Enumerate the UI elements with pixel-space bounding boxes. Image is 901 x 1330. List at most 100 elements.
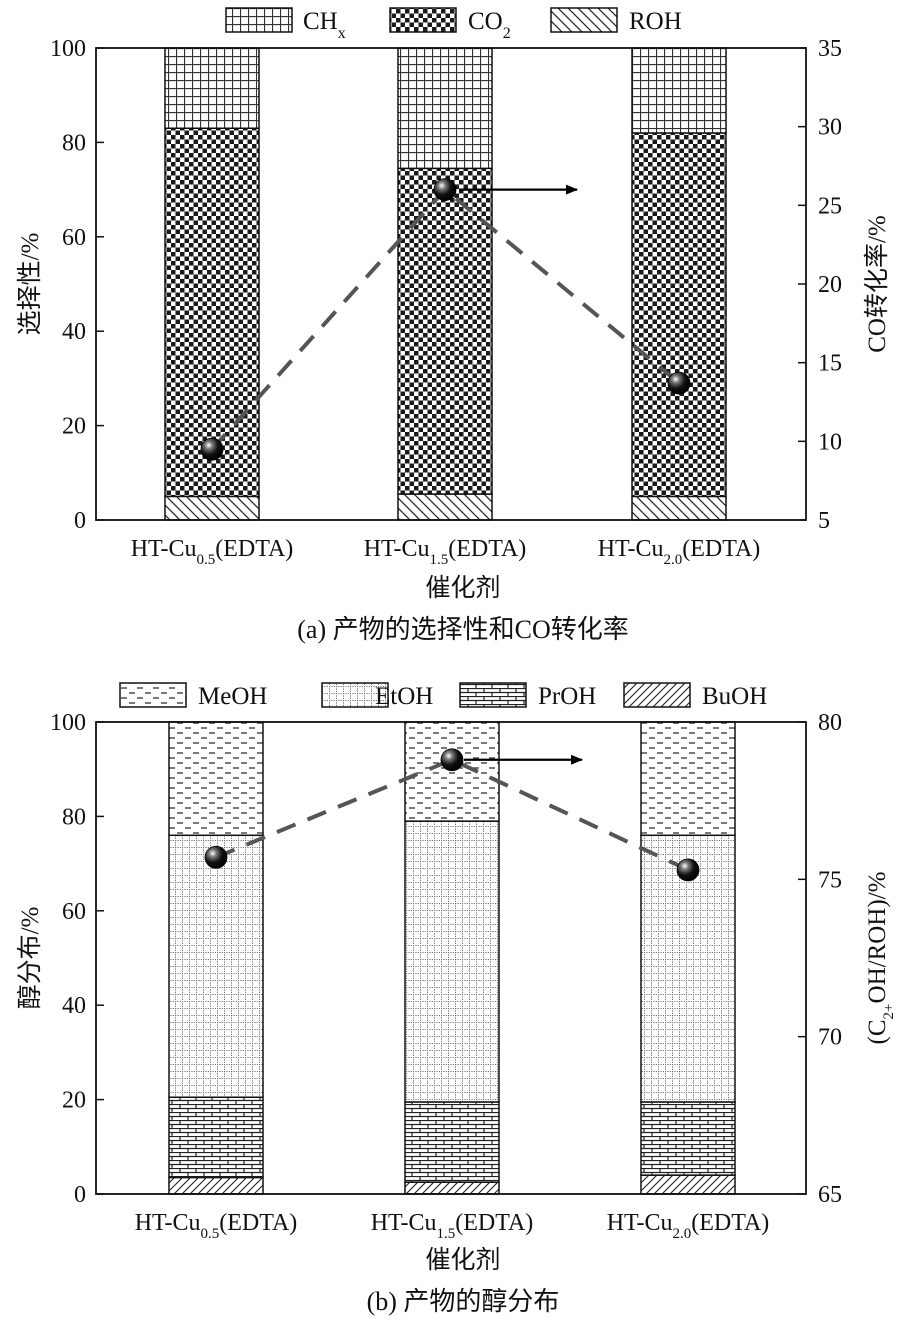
legend-label-sub: x bbox=[338, 25, 346, 42]
legend-swatch bbox=[550, 7, 618, 33]
line-point-1 bbox=[440, 748, 464, 772]
category-label-base: HT-Cu bbox=[607, 1210, 673, 1236]
legend-label: PrOH bbox=[538, 683, 596, 710]
category-label-base: HT-Cu bbox=[131, 536, 197, 562]
left-tick-label: 20 bbox=[62, 414, 86, 440]
legend-label-base: BuOH bbox=[702, 683, 767, 710]
legend-swatch bbox=[623, 682, 691, 708]
legend-label-base: ROH bbox=[629, 8, 682, 35]
line-point-0 bbox=[200, 437, 224, 461]
category-label-suffix: (EDTA) bbox=[682, 536, 760, 562]
right-tick-label: 25 bbox=[818, 193, 842, 219]
category-label-sub: 0.5 bbox=[201, 1226, 220, 1242]
legend-label-base: PrOH bbox=[538, 683, 596, 710]
left-tick-label: 0 bbox=[74, 508, 86, 534]
bar-etoh-1 bbox=[404, 820, 500, 1103]
x-axis-title: 催化剂 bbox=[425, 1246, 500, 1274]
line-point-2 bbox=[676, 858, 700, 882]
legend-label-sub: 2 bbox=[503, 25, 511, 42]
x-axis-title: 催化剂 bbox=[425, 574, 500, 602]
left-tick-label: 80 bbox=[62, 130, 86, 156]
category-label-suffix: (EDTA) bbox=[219, 1210, 297, 1236]
y-axis-title: 醇分布/% bbox=[16, 907, 44, 1010]
figure-caption: (a) 产物的选择性和CO转化率 bbox=[297, 615, 628, 644]
category-label-sub: 1.5 bbox=[430, 552, 449, 568]
category-label-base: HT-Cu bbox=[371, 1210, 437, 1236]
bar-co2-1 bbox=[397, 167, 493, 495]
legend-label-base: MeOH bbox=[198, 683, 267, 710]
bar-meoh-2 bbox=[640, 721, 736, 837]
legend-swatch bbox=[119, 682, 187, 708]
left-tick-label: 40 bbox=[62, 319, 86, 345]
right-tick-label: 20 bbox=[818, 272, 842, 298]
y2-axis-title: CO转化率/% bbox=[863, 215, 891, 353]
bar-co2-0 bbox=[164, 127, 260, 498]
legend-swatch bbox=[389, 7, 457, 33]
category-label-sub: 1.5 bbox=[437, 1226, 456, 1242]
category-label-base: HT-Cu bbox=[598, 536, 664, 562]
category-label: HT-Cu2.0(EDTA) bbox=[607, 1210, 770, 1242]
left-tick-label: 0 bbox=[74, 1182, 86, 1208]
bar-chx-1 bbox=[397, 47, 493, 170]
legend-label: CO2 bbox=[468, 8, 511, 42]
legend-label: EtOH bbox=[375, 683, 433, 710]
category-label-sub: 2.0 bbox=[664, 552, 683, 568]
legend-label-base: CO bbox=[468, 8, 503, 35]
legend-label-base: CH bbox=[303, 8, 338, 35]
figure-caption: (b) 产物的醇分布 bbox=[367, 1287, 560, 1316]
category-label-sub: 0.5 bbox=[197, 552, 216, 568]
legend-label: BuOH bbox=[702, 683, 767, 710]
left-tick-label: 80 bbox=[62, 804, 86, 830]
bar-meoh-0 bbox=[168, 721, 264, 837]
right-tick-label: 15 bbox=[818, 351, 842, 377]
plot-frame bbox=[95, 721, 807, 1195]
right-tick-label: 75 bbox=[818, 867, 842, 893]
bar-proh-1 bbox=[404, 1101, 500, 1183]
bar-buoh-1 bbox=[404, 1181, 500, 1195]
bar-buoh-2 bbox=[640, 1174, 736, 1195]
category-label: HT-Cu1.5(EDTA) bbox=[364, 536, 527, 568]
line-point-0 bbox=[204, 845, 228, 869]
category-label-suffix: (EDTA) bbox=[691, 1210, 769, 1236]
category-label-base: HT-Cu bbox=[135, 1210, 201, 1236]
bar-buoh-0 bbox=[168, 1176, 264, 1195]
legend-label-base: EtOH bbox=[375, 683, 433, 710]
category-label: HT-Cu0.5(EDTA) bbox=[131, 536, 294, 568]
category-label-suffix: (EDTA) bbox=[455, 1210, 533, 1236]
bar-roh-2 bbox=[631, 495, 727, 521]
legend-label: ROH bbox=[629, 8, 682, 35]
y-axis-title: 选择性/% bbox=[16, 233, 44, 336]
category-label: HT-Cu1.5(EDTA) bbox=[371, 1210, 534, 1242]
y2-axis-title-sub: 2+ bbox=[881, 1003, 897, 1019]
bar-chx-0 bbox=[164, 47, 260, 129]
bar-proh-0 bbox=[168, 1096, 264, 1179]
category-label-base: HT-Cu bbox=[364, 536, 430, 562]
category-label-sub: 2.0 bbox=[673, 1226, 692, 1242]
category-label: HT-Cu0.5(EDTA) bbox=[135, 1210, 298, 1242]
right-tick-label: 10 bbox=[818, 429, 842, 455]
right-tick-label: 70 bbox=[818, 1025, 842, 1051]
category-label-suffix: (EDTA) bbox=[448, 536, 526, 562]
left-tick-label: 100 bbox=[50, 36, 86, 62]
bar-roh-0 bbox=[164, 495, 260, 521]
category-label-suffix: (EDTA) bbox=[215, 536, 293, 562]
legend-swatch bbox=[321, 682, 389, 708]
right-tick-label: 65 bbox=[818, 1182, 842, 1208]
left-tick-label: 100 bbox=[50, 710, 86, 736]
right-tick-label: 80 bbox=[818, 710, 842, 736]
bar-chx-2 bbox=[631, 47, 727, 134]
line-c2-ratio bbox=[215, 757, 689, 872]
legend-label: MeOH bbox=[198, 683, 267, 710]
legend-swatch bbox=[225, 7, 293, 33]
line-point-2 bbox=[667, 371, 691, 395]
bar-roh-1 bbox=[397, 493, 493, 521]
left-tick-label: 60 bbox=[62, 899, 86, 925]
y2-axis-title-suffix: OH/ROH)/% bbox=[864, 872, 891, 1004]
left-tick-label: 40 bbox=[62, 993, 86, 1019]
legend-swatch bbox=[459, 682, 527, 708]
y2-axis-title: (C2+OH/ROH)/% bbox=[864, 872, 897, 1045]
bar-proh-2 bbox=[640, 1101, 736, 1176]
